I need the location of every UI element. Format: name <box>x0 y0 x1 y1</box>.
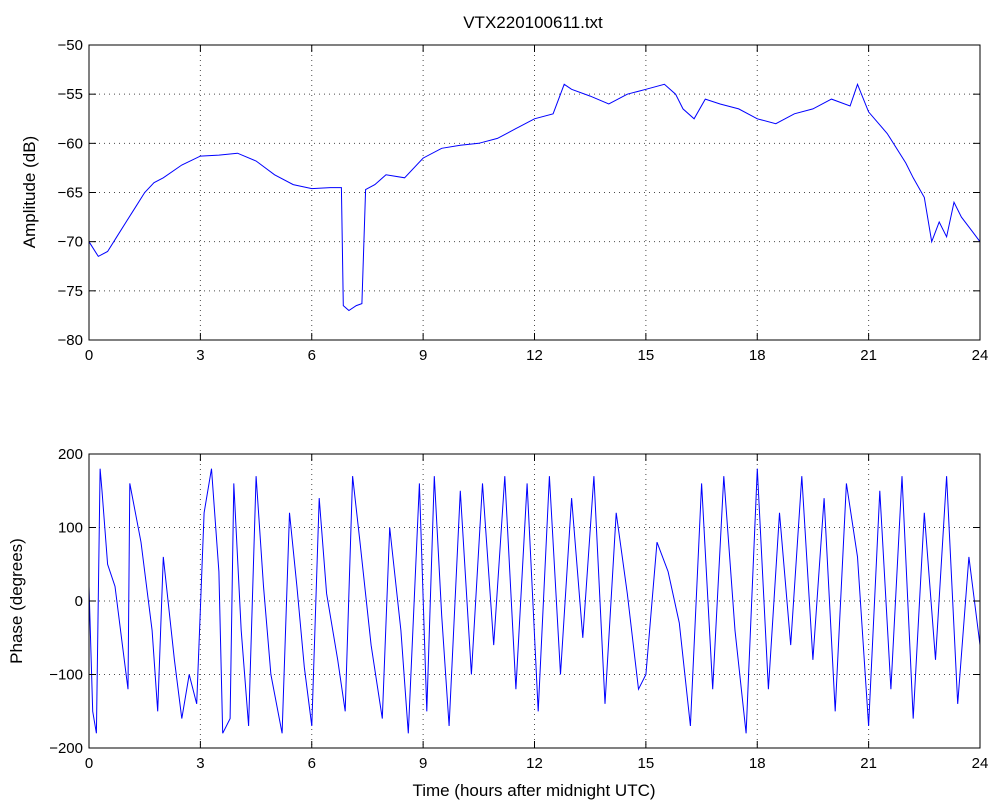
phase-x-tick-label: 3 <box>196 755 204 772</box>
phase-y-tick-label: 0 <box>75 593 83 610</box>
phase-y-axis-label: Phase (degrees) <box>7 538 26 664</box>
phase-y-tick-label: −100 <box>49 667 83 684</box>
phase-x-tick-label: 18 <box>749 755 766 772</box>
amplitude-series <box>88 82 981 312</box>
amplitude-x-tick-label: 3 <box>196 347 204 364</box>
phase-x-tick-label: 15 <box>638 755 655 772</box>
phase-x-tick-label: 12 <box>526 755 543 772</box>
amplitude-y-tick-label: −55 <box>58 86 83 103</box>
phase-x-tick-label: 24 <box>972 755 989 772</box>
phase-series <box>88 468 981 734</box>
phase-x-tick-label: 21 <box>860 755 877 772</box>
phase-ticks: 0 3 6 9 12 15 18 21 24 −200 −100 0 100 200 <box>49 446 988 772</box>
phase-x-tick-label: 9 <box>419 755 427 772</box>
amplitude-y-tick-label: −75 <box>58 283 83 300</box>
phase-series-line <box>88 468 981 734</box>
amplitude-grid <box>89 45 980 340</box>
amplitude-x-tick-label: 9 <box>419 347 427 364</box>
phase-plot: 0 3 6 9 12 15 18 21 24 −200 −100 0 100 200 Phase (deg… <box>7 446 988 800</box>
amplitude-x-tick-label: 12 <box>526 347 543 364</box>
phase-y-tick-label: 200 <box>58 446 83 463</box>
phase-x-tick-label: 6 <box>308 755 316 772</box>
amplitude-y-tick-label: −65 <box>58 185 83 202</box>
amplitude-x-tick-label: 0 <box>85 347 93 364</box>
phase-x-tick-label: 0 <box>85 755 93 772</box>
amplitude-x-tick-label: 21 <box>860 347 877 364</box>
amplitude-x-tick-label: 6 <box>308 347 316 364</box>
phase-y-tick-label: 100 <box>58 520 83 537</box>
amplitude-plot: VTX220100611.txt 0 3 6 9 12 15 18 21 24 −80 −75 −70… <box>20 13 988 364</box>
amplitude-x-tick-label: 24 <box>972 347 989 364</box>
amplitude-y-tick-label: −70 <box>58 234 83 251</box>
amplitude-y-tick-label: −50 <box>58 37 83 54</box>
phase-x-axis-label: Time (hours after midnight UTC) <box>412 781 655 800</box>
amplitude-plot-title: VTX220100611.txt <box>463 13 603 32</box>
phase-grid <box>89 454 980 748</box>
phase-y-tick-label: −200 <box>49 740 83 757</box>
amplitude-y-tick-label: −60 <box>58 135 83 152</box>
amplitude-x-tick-label: 15 <box>638 347 655 364</box>
amplitude-series-line <box>88 82 981 312</box>
amplitude-x-tick-label: 18 <box>749 347 766 364</box>
amplitude-y-axis-label: Amplitude (dB) <box>20 136 39 248</box>
amplitude-y-tick-label: −80 <box>58 332 83 349</box>
amplitude-ticks: 0 3 6 9 12 15 18 21 24 −80 −75 −70 −65 −60 −55 −50 <box>58 37 989 364</box>
